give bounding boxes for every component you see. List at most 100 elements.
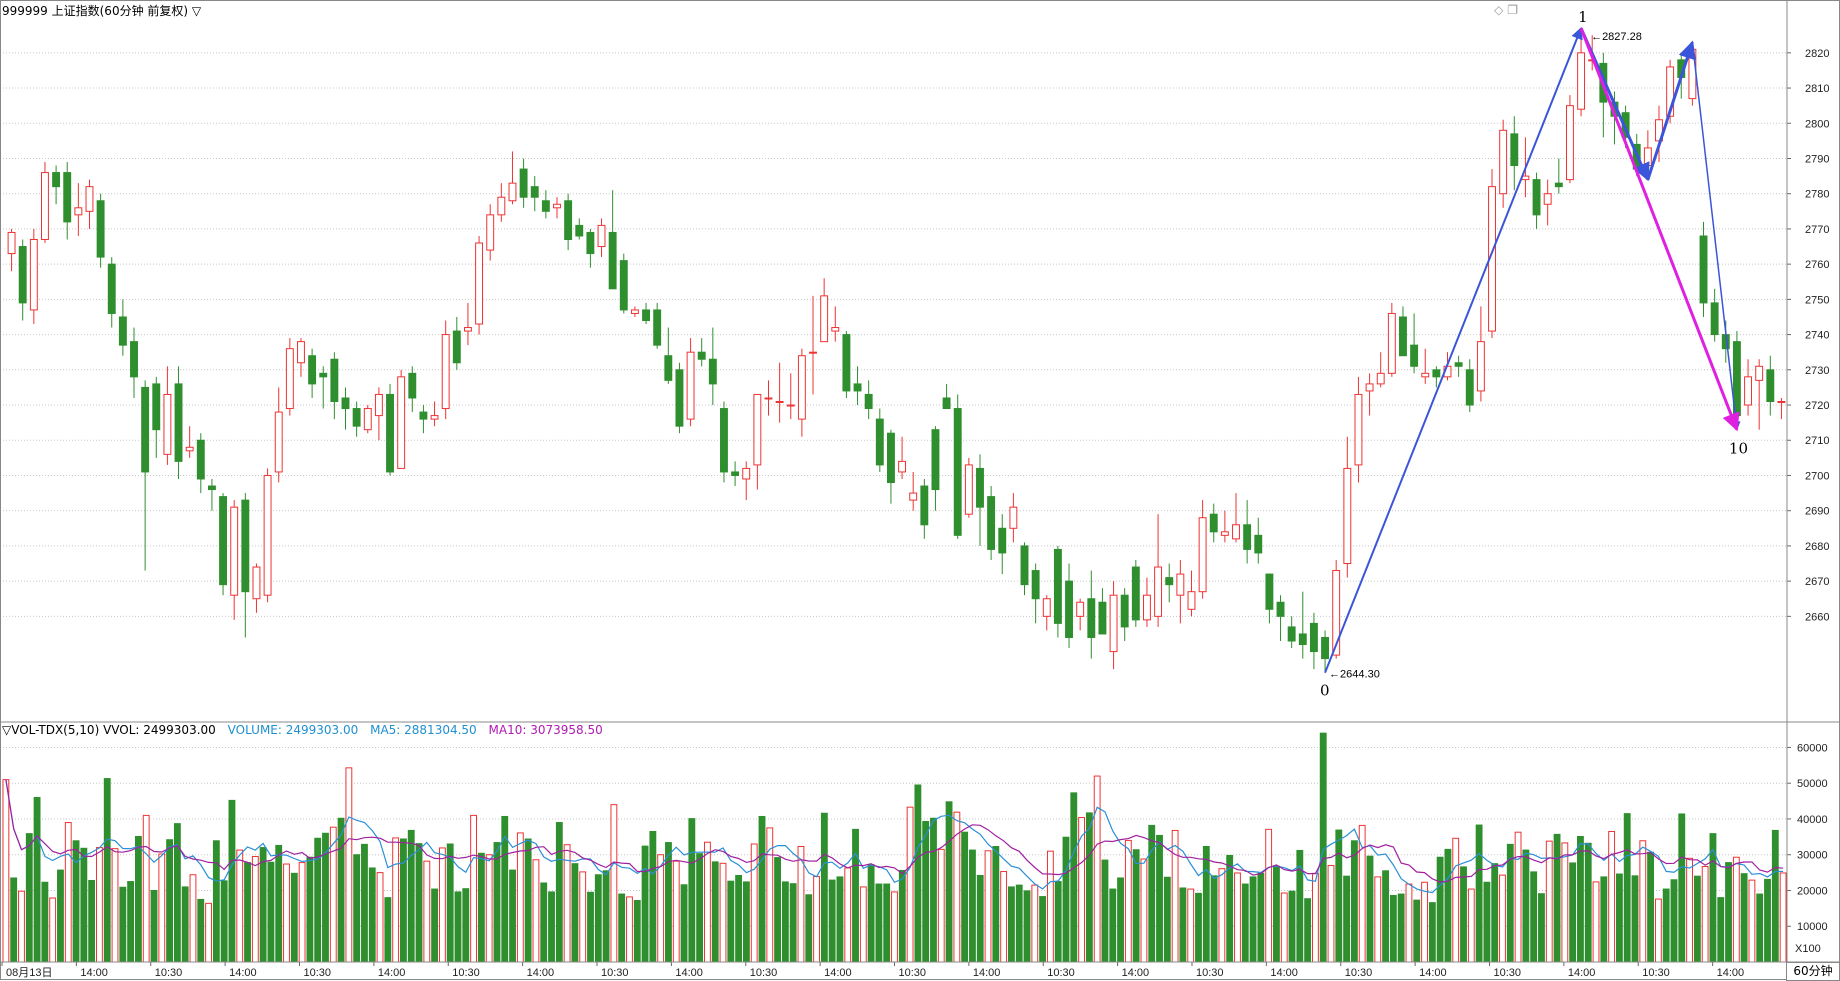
candle[interactable] — [319, 366, 328, 409]
candle[interactable] — [163, 366, 172, 465]
candle[interactable] — [1343, 436, 1352, 578]
candle[interactable] — [597, 218, 606, 258]
candle[interactable] — [52, 165, 61, 205]
candle[interactable] — [1699, 221, 1708, 317]
candle[interactable] — [675, 362, 684, 434]
candle[interactable] — [1666, 59, 1675, 124]
candle[interactable] — [363, 405, 372, 434]
candle[interactable] — [207, 478, 216, 511]
candle[interactable] — [1143, 577, 1151, 627]
candlesticks[interactable] — [7, 28, 1786, 673]
candle[interactable] — [430, 401, 439, 427]
candle[interactable] — [976, 454, 984, 546]
candle[interactable] — [864, 380, 873, 420]
candle[interactable] — [541, 190, 550, 219]
candle[interactable] — [1332, 559, 1341, 659]
candle[interactable] — [1042, 595, 1051, 631]
candle[interactable] — [152, 376, 161, 458]
candle[interactable] — [731, 461, 740, 487]
candle[interactable] — [564, 193, 573, 251]
candle[interactable] — [653, 302, 662, 349]
candle[interactable] — [1065, 563, 1073, 649]
candle[interactable] — [820, 278, 829, 343]
candle[interactable] — [1354, 376, 1363, 483]
candle[interactable] — [1220, 510, 1229, 543]
candle[interactable] — [797, 348, 806, 437]
candle[interactable] — [1744, 359, 1752, 416]
candle[interactable] — [1287, 616, 1296, 649]
candle[interactable] — [1265, 573, 1274, 624]
candle[interactable] — [1432, 366, 1441, 388]
candle[interactable] — [486, 204, 495, 261]
candle[interactable] — [842, 331, 851, 398]
candle[interactable] — [686, 338, 695, 427]
candle[interactable] — [909, 471, 918, 511]
candle[interactable] — [174, 366, 183, 479]
candle[interactable] — [764, 380, 773, 416]
candle[interactable] — [1365, 373, 1374, 416]
candle[interactable] — [374, 387, 383, 441]
candle[interactable] — [1087, 570, 1096, 659]
candle[interactable] — [196, 433, 205, 494]
candle[interactable] — [397, 369, 406, 469]
candle[interactable] — [1454, 355, 1463, 377]
candle[interactable] — [1755, 359, 1764, 430]
diamond-icon[interactable]: ◇ — [1494, 3, 1504, 17]
candle[interactable] — [1421, 348, 1430, 384]
candle[interactable] — [720, 401, 728, 483]
candle[interactable] — [753, 393, 762, 490]
volume-bars[interactable] — [2, 732, 1787, 963]
candle[interactable] — [619, 253, 628, 314]
candle[interactable] — [7, 228, 16, 272]
candle[interactable] — [118, 299, 127, 356]
candle[interactable] — [1532, 172, 1541, 229]
candle[interactable] — [263, 468, 272, 603]
window-icons[interactable]: ◇ ❐ — [1494, 3, 1518, 17]
candle[interactable] — [898, 436, 907, 479]
chart-title[interactable]: 999999 上证指数(60分钟 前复权) ▽ — [2, 4, 202, 18]
candle[interactable] — [664, 327, 673, 384]
candle[interactable] — [252, 563, 261, 613]
candle[interactable] — [630, 306, 639, 317]
candle[interactable] — [1387, 302, 1396, 377]
candle[interactable] — [1565, 95, 1574, 184]
candle[interactable] — [352, 401, 361, 437]
candle[interactable] — [998, 514, 1007, 575]
candle[interactable] — [697, 338, 706, 367]
candle[interactable] — [274, 387, 283, 483]
candle[interactable] — [775, 362, 784, 423]
candle[interactable] — [742, 461, 751, 501]
candle[interactable] — [809, 295, 817, 395]
candle[interactable] — [96, 193, 105, 268]
candle[interactable] — [1376, 352, 1385, 388]
candle[interactable] — [942, 383, 951, 410]
candle[interactable] — [1131, 559, 1140, 627]
candle[interactable] — [1554, 158, 1563, 194]
candle[interactable] — [1031, 563, 1040, 624]
candle[interactable] — [1009, 493, 1018, 543]
candle[interactable] — [386, 383, 394, 476]
candle[interactable] — [219, 493, 228, 596]
candle[interactable] — [786, 373, 795, 420]
candle[interactable] — [920, 478, 929, 539]
candle[interactable] — [1109, 581, 1118, 670]
candle[interactable] — [130, 327, 138, 398]
candle[interactable] — [419, 405, 428, 434]
candle[interactable] — [575, 218, 584, 240]
candle[interactable] — [1053, 545, 1062, 638]
candle[interactable] — [185, 426, 194, 458]
candle[interactable] — [1476, 306, 1485, 402]
candle[interactable] — [1399, 306, 1407, 357]
candle[interactable] — [586, 228, 595, 268]
candle[interactable] — [1120, 588, 1129, 641]
candle[interactable] — [608, 190, 617, 290]
candle[interactable] — [1254, 517, 1263, 564]
candle[interactable] — [642, 302, 650, 325]
candle[interactable] — [953, 394, 962, 539]
candle[interactable] — [853, 366, 862, 406]
candle[interactable] — [1543, 179, 1552, 226]
candle[interactable] — [63, 162, 72, 240]
vol-indicator-label[interactable]: ▽VOL-TDX(5,10) VVOL: 2499303.00 — [2, 723, 216, 737]
candle[interactable] — [308, 348, 317, 398]
